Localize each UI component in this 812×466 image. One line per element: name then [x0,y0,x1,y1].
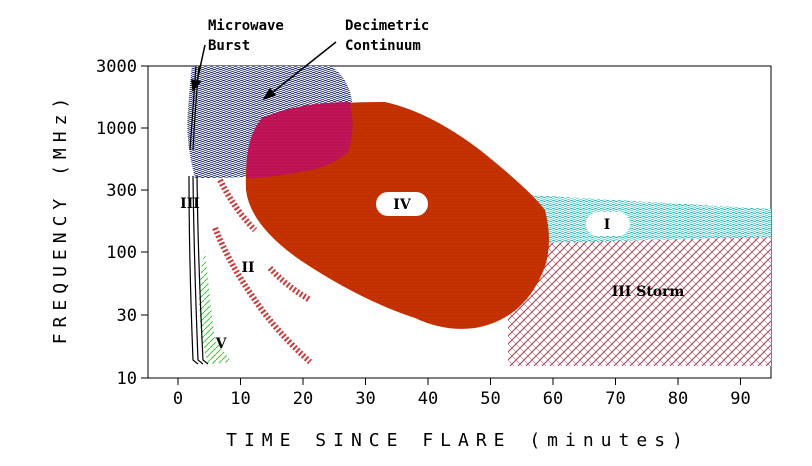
y-tick-label: 3000 [96,57,137,77]
x-axis-title: TIME SINCE FLARE (minutes) [226,430,690,451]
x-tick-label: 70 [605,389,625,409]
storm-label: III Storm [612,284,685,300]
x-tick-label: 50 [480,389,500,409]
microwave-label-line1: Microwave [208,18,284,34]
type-iv-label: IV [393,197,412,213]
type-iii-lines [188,65,209,365]
x-tick-label: 80 [668,389,688,409]
decimetric-label-line2: Continuum [345,38,421,54]
type-ii-band-3 [267,265,312,303]
microwave-label: Microwave Burst [208,18,292,54]
y-axis-title: FREQUENCY (MHz) [50,92,71,345]
y-tick-label: 100 [106,243,137,263]
microwave-label-line2: Burst [208,38,250,54]
overlap-region [246,102,353,178]
type-v-label: V [215,336,228,352]
y-tick-label: 1000 [96,119,137,139]
y-tick-label: 300 [106,181,137,201]
decimetric-arrow [262,41,337,101]
x-axis-ticks: 0 10 20 30 40 50 60 70 80 90 [173,378,751,409]
type-i-region [530,195,771,243]
type-ii-band-2 [212,226,313,365]
y-tick-label: 10 [117,369,137,389]
type-iii-label: III [180,196,200,212]
type-ii-band-1 [217,178,258,233]
type-ii-label: II [241,260,254,276]
storm-region [508,237,771,366]
y-axis-ticks: 3000 1000 300 100 30 10 [96,57,148,389]
type-v-region [199,250,232,364]
x-tick-label: 10 [230,389,250,409]
x-tick-label: 20 [293,389,313,409]
microwave-arrow [191,44,206,92]
decimetric-label-line1: Decimetric [345,18,429,34]
y-tick-label: 30 [117,306,137,326]
x-tick-label: 30 [355,389,375,409]
x-tick-label: 60 [543,389,563,409]
type-i-label: I [604,217,611,233]
type-iv-label-bg [376,192,428,216]
x-tick-label: 90 [730,389,750,409]
decimetric-label: Decimetric Continuum [345,18,438,54]
x-tick-label: 0 [173,389,183,409]
type-i-label-bg [586,212,630,236]
x-tick-label: 40 [418,389,438,409]
